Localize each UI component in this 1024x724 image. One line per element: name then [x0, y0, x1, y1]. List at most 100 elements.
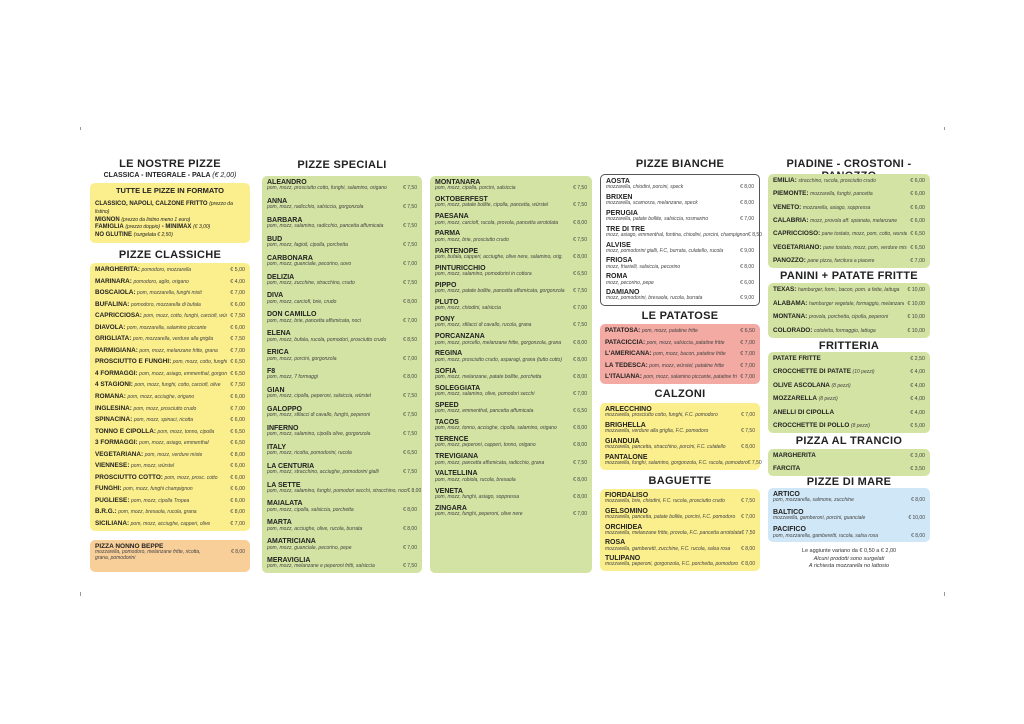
section-subtitle: CLASSICA - INTEGRALE - PALA (€ 2,00): [90, 172, 250, 179]
item-desc: pom, mozz, funghi, cotto, carciofi, oliv…: [134, 382, 221, 389]
item-price: € 7,00: [740, 362, 755, 369]
item-name: BARBARA: [267, 216, 303, 224]
item-desc: pom, mozz, porcini, gorgonzola: [267, 355, 337, 362]
menu-item: L'ITALIANA: pom, mozz, salamino piccante…: [605, 373, 755, 381]
menu-item: VIENNESE: pom, mozz, würstel € 6,00: [95, 462, 245, 470]
format-note: (€ 3,00): [193, 224, 211, 231]
item-price: € 8,50: [403, 336, 417, 343]
patatose-box: PATATOSA: pom, mozz, patatine fritte € 6,…: [600, 324, 760, 384]
item-price: € 8,00: [573, 253, 587, 260]
menu-item: SICILIANA: pom, mozz, acciughe, capperi,…: [95, 520, 245, 528]
item-detail: mozzarella, pancetta, patate bollite, po…: [605, 515, 755, 521]
item-text: MONTANA: provola, porchetta, cipolla, pe…: [773, 313, 904, 321]
item-desc: pom, mozz, cipolla, porcini, salsiccia: [435, 185, 516, 192]
item-name: PATATE FRITTE: [773, 355, 821, 362]
item-price: € 8,00: [407, 487, 422, 494]
item-price: € 7,50: [741, 428, 755, 435]
item-desc: pom, mozz, tonno, acciughe, cipolla, sal…: [435, 425, 557, 432]
item-detail: mozz, friarielli, salsiccia, pecorino € 8…: [606, 264, 754, 271]
item-desc: pomodoro, mozzarella di bufala: [131, 301, 201, 308]
item-text: MARINARA: pomodoro, aglio, origano: [95, 278, 227, 286]
item-price: € 6,00: [230, 324, 245, 331]
menu-item: ERICA pom, mozz, porcini, gorgonzola € 7,0…: [267, 349, 417, 362]
item-detail: pom, mozz, bufala, rucola, pomodori, pro…: [267, 336, 417, 344]
item-price: € 6,50: [230, 428, 245, 435]
item-text: CAPRICCIOSO: pane tostato, mozz, pom, co…: [773, 230, 907, 238]
item-text: PATACICCIA: pom, mozz, salsiccia, patati…: [605, 339, 737, 347]
item-desc: pom, mozz, cotto, funghi, carciofi, würs…: [143, 313, 228, 320]
item-desc: pom, mozz, salsiccia, patatine fritte: [646, 339, 725, 346]
item-desc: pom, mozz, bacon, patatine fritte: [653, 351, 726, 358]
item-desc: pom, mozz, bufala, rucola, pomodori, pro…: [267, 336, 387, 343]
item-detail: pom, mozz, guanciale, pecorino, uovo € 7,…: [267, 261, 417, 268]
item-name: VALTELLINA: [435, 470, 478, 478]
item-name: PERUGIA: [606, 209, 638, 217]
item-desc: mozzarella, peperoni, gorgonzola, F.C. p…: [605, 561, 739, 568]
speciali-box-2: MONTANARA pom, mozz, cipolla, porcini, sa…: [430, 176, 592, 573]
item-price: € 8,00: [740, 200, 754, 207]
menu-item: AMATRICIANA pom, mozz, guanciale, pecorin…: [267, 538, 417, 551]
item-price: € 3,00: [910, 453, 925, 459]
column-piadine: PIADINE - CROSTONI - PANOZZO EMILIA: str…: [768, 130, 930, 592]
menu-item: CALABRIA: mozz, provola aff. spianata, m…: [773, 217, 925, 225]
item-price: € 8,50: [748, 231, 762, 238]
item-price: € 10,00: [907, 314, 925, 321]
item-name: PARMIGIANA:: [95, 346, 138, 354]
fritteria-box: PATATE FRITTE € 2,50 CROCCHETTE DI PATATE…: [768, 352, 930, 433]
item-name: CALABRIA:: [773, 217, 809, 225]
item-detail: pom, mozz, cipolla, salsiccia, porchetta…: [267, 507, 417, 514]
item-price: € 7,50: [573, 236, 587, 243]
item-text: EMILIA: stracchino, rucola, prosciutto c…: [773, 177, 907, 185]
item-desc: mozzarella, scamorza, melanzane, speck: [606, 200, 698, 207]
item-desc: mozzarella, patate bollite, salsiccia, r…: [606, 216, 708, 223]
item-desc: mozzarella, verdure alla griglia, F.C. p…: [605, 428, 709, 435]
item-price: € 6,00: [230, 394, 245, 401]
item-name: TEXAS:: [773, 286, 797, 293]
menu-item: LA TEDESCA: pom, mozz, würstel, patatine…: [605, 362, 755, 370]
item-name: BUFALINA:: [95, 300, 130, 308]
column-pizze-speciali: PIZZE SPECIALI ALEANDRO pom, mozz, prosci…: [262, 130, 422, 592]
item-desc: pom, mozz, stracchino, acciughe, pomodor…: [267, 468, 379, 475]
menu-item: ITALY pom, mozz, ricotta, pomodorini, ruc…: [267, 444, 417, 457]
item-text: VEGETARIANO: pane tostato, mozz, pom, ve…: [773, 244, 907, 252]
item-price: € 8,00: [403, 525, 417, 532]
item-detail: pom, mozz, melanzane e peperoni fritti, …: [267, 564, 417, 570]
item-detail: pom, mozz, acciughe, olive, rucola, burr…: [267, 525, 417, 533]
menu-item: INFERNO pom, mozz, salamino, cipolla oliv…: [267, 425, 417, 438]
item-price: € 8,00: [740, 184, 754, 191]
item-text: ANELLI DI CIPOLLA: [773, 409, 907, 417]
column-bianche: PIZZE BIANCHE AOSTA mozzarella, chiodini,…: [600, 130, 762, 592]
item-name: VENETA: [435, 487, 463, 495]
item-name: REGINA: [435, 350, 463, 358]
item-desc: pom, mozz, salamino, radicchio, pancetta…: [267, 223, 384, 230]
menu-item: GELSOMINO mozzarella, pancetta, patate bo…: [605, 508, 755, 521]
item-detail: pom, mozz, cipolla, porcini, salsiccia € …: [435, 186, 587, 192]
format-line: FAMIGLIA (prezzo doppio) - MINIMAX (€ 3,…: [95, 224, 245, 232]
item-detail: pom, mozz, prosciutto crudo, asparagi, g…: [435, 357, 587, 364]
menu-item: PAESANA pom, mozz, carciofi, rucola, prov…: [435, 213, 587, 226]
item-price: € 6,00: [910, 204, 925, 211]
section-title: CALZONI: [654, 388, 706, 400]
item-name: FIORDALISO: [605, 492, 649, 499]
item-detail: pom, mozz, funghi, asiago, soppressa € 8,…: [435, 494, 587, 501]
item-name: SICILIANA:: [95, 520, 130, 528]
item-name: GIANDUIA: [605, 438, 640, 446]
item-desc: pom, mozz, würstel: [131, 463, 175, 470]
item-name: PIZZA NONNO BEPPE: [95, 543, 164, 550]
item-desc: mozzarella, asiago, soppressa: [802, 204, 871, 211]
item-desc: pom, mozz, melanzane e peperoni fritti, …: [267, 563, 375, 570]
item-text: CAPRICCIOSA: pom, mozz, cotto, funghi, c…: [95, 312, 227, 320]
format-note: (prezzo doppio): [125, 224, 161, 231]
notes: Le aggiunte variano da € 0,50 a € 2,00 A…: [768, 548, 930, 571]
item-price: € 7,50: [403, 412, 417, 419]
item-name: ELENA: [267, 330, 291, 338]
item-detail: pom, mozz, sfilacci di cavallo, rucola, …: [435, 323, 587, 329]
item-name: L'AMERICANA:: [605, 350, 652, 358]
item-name: INGLESINA:: [95, 404, 132, 412]
item-price: € 7,00: [741, 514, 755, 521]
menu-item: PATATE FRITTE € 2,50: [773, 355, 925, 363]
item-name: TREVIGIANA: [435, 453, 479, 461]
menu-item: PANTALONE mozzarella, funghi, salamino, g…: [605, 454, 762, 467]
item-text: TEXAS: hamburger, form., bacon, pom. a f…: [773, 286, 904, 294]
menu-item: SPINACINA: pom, mozz, spinaci, ricotta € …: [95, 416, 245, 424]
